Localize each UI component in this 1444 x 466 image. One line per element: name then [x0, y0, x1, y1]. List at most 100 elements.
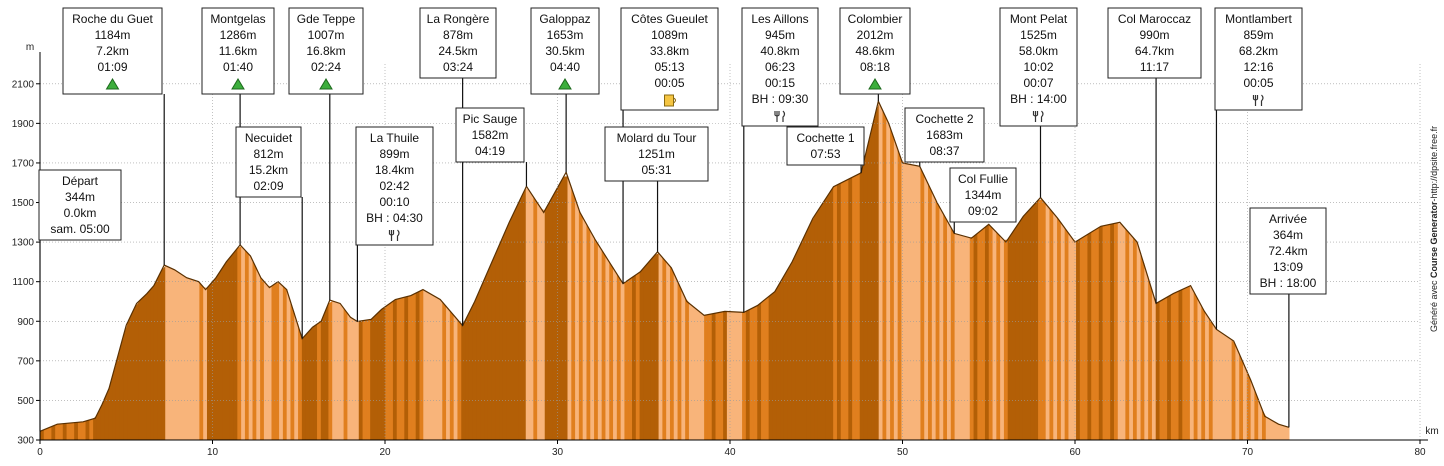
profile-segment — [943, 213, 948, 440]
profile-segment — [890, 127, 895, 440]
profile-segment — [362, 320, 367, 440]
waypoint-detail: 07:53 — [810, 147, 840, 161]
profile-segment — [1011, 228, 1016, 440]
profile-segment — [248, 254, 254, 440]
waypoint-box — [235, 126, 302, 198]
profile-segment — [339, 303, 345, 440]
profile-segment — [1125, 228, 1130, 440]
profile-segment — [487, 262, 493, 440]
profile-segment — [947, 220, 952, 440]
profile-segment — [1148, 277, 1153, 440]
profile-segment — [821, 198, 827, 440]
profile-segment — [127, 315, 132, 440]
profile-segment — [70, 422, 75, 440]
profile-segment — [1250, 379, 1255, 440]
profile-segment — [749, 307, 755, 440]
x-tick-label: 80 — [1414, 447, 1426, 458]
profile-segment — [1030, 204, 1035, 440]
profile-segment — [1003, 239, 1009, 440]
profile-segment — [669, 266, 675, 440]
waypoint-detail: 2012m — [857, 28, 894, 42]
profile-segment — [1197, 298, 1202, 440]
profile-segment — [1239, 353, 1244, 440]
profile-segment — [502, 227, 508, 440]
x-tick-label: 10 — [207, 447, 219, 458]
profile-segment — [1246, 371, 1252, 440]
restaurant-icon — [388, 229, 400, 241]
profile-segment — [624, 280, 629, 440]
profile-segment — [825, 193, 830, 440]
profile-segment — [878, 101, 884, 440]
profile-segment — [787, 263, 793, 440]
waypoint-detail: 1344m — [965, 188, 1002, 202]
waypoint-detail: 1184m — [95, 28, 131, 42]
profile-segment — [237, 245, 242, 440]
waypoint-name: Arrivée — [1269, 212, 1307, 226]
profile-segment — [275, 282, 280, 440]
profile-segment — [1277, 423, 1282, 440]
waypoint-label: Arrivée 364m 72.4km 13:09 BH : 18:00 — [1249, 207, 1327, 428]
profile-segment — [1072, 238, 1077, 440]
waypoint-detail: 1089m — [651, 28, 688, 42]
waypoint-detail: BH : 14:00 — [1010, 92, 1067, 106]
profile-segment — [233, 248, 238, 440]
profile-segment — [601, 249, 607, 440]
profile-segment — [518, 195, 523, 440]
waypoint-name: Col Maroccaz — [1118, 12, 1191, 26]
profile-segment — [981, 227, 986, 440]
waypoint-detail: 01:09 — [97, 60, 127, 74]
profile-segment — [263, 281, 269, 440]
waypoint-detail: 04:40 — [550, 60, 580, 74]
profile-segment — [366, 319, 371, 440]
profile-segment — [912, 164, 918, 441]
profile-segment — [1117, 222, 1123, 440]
waypoint-label: Montlambert 859m 68.2km 12:16 00:05 — [1214, 7, 1303, 330]
profile-segment — [1178, 289, 1183, 440]
profile-segment — [893, 138, 899, 441]
profile-segment — [328, 300, 333, 440]
waypoint-detail: 00:07 — [1023, 76, 1053, 90]
y-axis: 300 500 700 900 1100 1300 1500 1700 1900 2100 m — [12, 42, 41, 447]
y-tick-label: 300 — [17, 436, 34, 447]
profile-segment — [252, 260, 257, 440]
profile-segment — [1227, 337, 1233, 440]
profile-segment — [1220, 331, 1225, 440]
profile-segment — [1224, 334, 1229, 440]
profile-segment — [726, 311, 732, 440]
waypoint-name: Necuidet — [245, 131, 293, 145]
profile-segment — [256, 268, 261, 440]
waypoint-detail: 01:40 — [223, 60, 253, 74]
profile-segment — [491, 253, 496, 440]
waypoint-detail: 40.8km — [760, 44, 799, 58]
profile-segment — [590, 230, 595, 440]
profile-segment — [74, 422, 79, 440]
profile-segment — [282, 286, 288, 440]
profile-segment — [776, 282, 781, 440]
profile-segment — [77, 421, 83, 440]
waypoint-detail: 06:23 — [765, 60, 795, 74]
profile-segment — [1243, 362, 1248, 440]
profile-segment — [358, 320, 364, 440]
profile-segment — [279, 282, 284, 440]
waypoint-name: Côtes Gueulet — [631, 12, 708, 26]
summit-icon — [868, 78, 882, 90]
profile-segment — [745, 309, 751, 440]
profile-segment — [844, 179, 849, 440]
profile-segment — [225, 257, 231, 440]
profile-segment — [419, 289, 424, 440]
waypoint-detail: 1582m — [472, 128, 509, 142]
waypoint-detail: 68.2km — [1239, 44, 1278, 58]
y-axis-unit: m — [26, 42, 34, 53]
profile-segment — [495, 245, 500, 440]
waypoint-detail: 11.6km — [219, 44, 257, 58]
profile-segment — [673, 273, 679, 440]
waypoint-detail: BH : 18:00 — [1260, 276, 1317, 290]
profile-segment — [1045, 203, 1051, 440]
y-tick-label: 1500 — [12, 198, 35, 209]
profile-segment — [343, 308, 348, 440]
waypoint-label: Molard du Tour 1251m 05:31 — [604, 126, 709, 252]
profile-segment — [935, 199, 941, 440]
profile-segment — [1076, 239, 1081, 440]
waypoint-detail: BH : 04:30 — [366, 211, 423, 225]
profile-segment — [195, 280, 200, 440]
